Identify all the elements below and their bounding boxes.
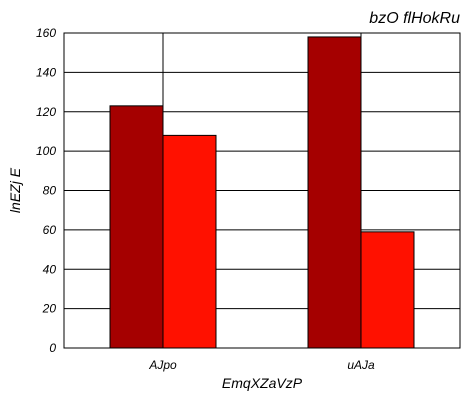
- plot-frame: [63, 32, 461, 349]
- x-axis-label: EmqXZaVzP: [222, 375, 303, 391]
- y-tick-label: 60: [43, 223, 57, 237]
- bar-series-2-AJpo: [162, 134, 217, 349]
- y-tick-labels: 0 20 40 60 80 100 120 140 160: [36, 26, 56, 355]
- bar-series-2-uAJa: [360, 231, 415, 349]
- chart-title: bzO flHokRu: [369, 10, 460, 27]
- y-tick-label: 140: [36, 65, 56, 79]
- bar-series-1-AJpo: [109, 105, 164, 349]
- x-tick-label: uAJa: [347, 358, 375, 372]
- x-tick-labels: AJpo uAJa: [148, 358, 375, 372]
- y-tick-label: 100: [36, 144, 56, 158]
- bar-series-1-uAJa: [307, 36, 362, 349]
- y-tick-label: 80: [43, 184, 57, 198]
- y-tick-label: 0: [49, 341, 56, 355]
- bar-layer: [109, 36, 415, 349]
- y-tick-label: 20: [42, 302, 57, 316]
- y-tick-label: 160: [36, 26, 56, 40]
- y-tick-label: 120: [36, 105, 56, 119]
- y-axis-label: lnEZj E: [7, 167, 23, 213]
- y-tick-label: 40: [43, 262, 57, 276]
- x-tick-label: AJpo: [148, 358, 177, 372]
